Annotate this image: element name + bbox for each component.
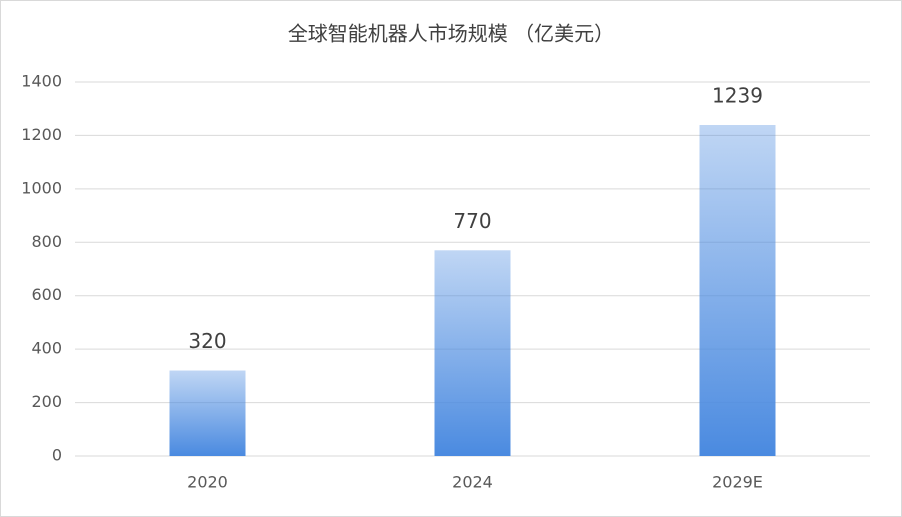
x-tick-label: 2024 bbox=[452, 473, 493, 492]
data-label: 770 bbox=[453, 209, 491, 233]
y-tick-label: 1200 bbox=[21, 125, 62, 144]
y-tick-label: 1400 bbox=[21, 72, 62, 91]
y-tick-label: 800 bbox=[31, 232, 62, 251]
bar bbox=[169, 370, 246, 456]
chart-title: 全球智能机器人市场规模 （亿美元） bbox=[288, 22, 614, 46]
y-tick-label: 200 bbox=[31, 392, 62, 411]
x-tick-label: 2020 bbox=[187, 473, 228, 492]
data-label: 1239 bbox=[712, 84, 763, 108]
y-tick-label: 0 bbox=[52, 446, 62, 465]
bar bbox=[699, 125, 776, 456]
x-tick-label: 2029E bbox=[712, 473, 763, 492]
data-label: 320 bbox=[188, 329, 226, 353]
y-tick-label: 1000 bbox=[21, 178, 62, 197]
bar bbox=[434, 250, 511, 456]
y-tick-label: 400 bbox=[31, 339, 62, 358]
y-tick-label: 600 bbox=[31, 285, 62, 304]
